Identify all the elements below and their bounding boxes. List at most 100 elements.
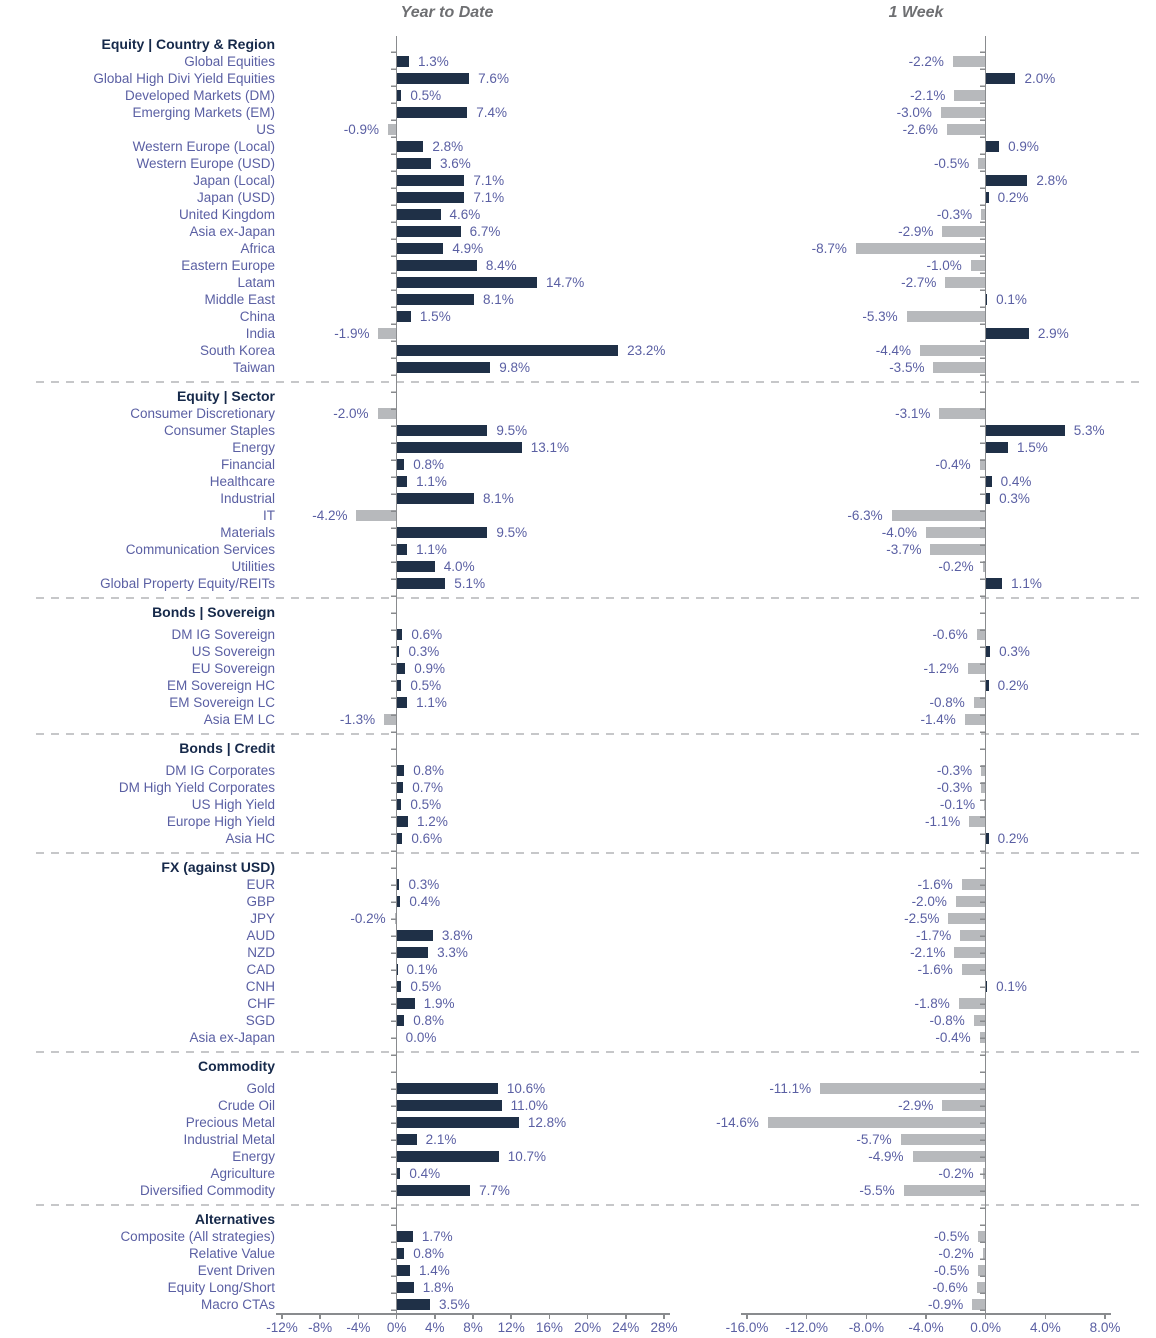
separator-dashed-line (36, 597, 1142, 599)
ytd-axis-tick (357, 1313, 360, 1319)
week-value-label: -1.2% (923, 661, 959, 676)
week-plot-cell: -1.2% (747, 660, 1105, 677)
ytd-value-label: 0.6% (411, 627, 443, 642)
ytd-plot-cell: 1.7% (282, 1228, 664, 1245)
section-header-bonds-sovereign: Bonds | Sovereign (152, 604, 275, 620)
week-value-label: -2.5% (904, 911, 940, 926)
week-bar (985, 833, 989, 844)
x-axis: -12% -8% -4% 0% 4% 8% 12% 16% 20% 24% 28% -16.0% -12… (0, 1313, 1156, 1338)
ytd-value-label: 2.8% (432, 139, 464, 154)
chart-row-em-sovereign-lc: EM Sovereign LC 1.1% -0.8% (0, 694, 1156, 711)
ytd-plot-cell: 2.8% (282, 138, 664, 155)
week-plot-cell: 5.3% (747, 422, 1105, 439)
ytd-value-label: 9.5% (496, 423, 528, 438)
ytd-value-label: 1.7% (421, 1229, 453, 1244)
ytd-plot-cell: 1.1% (282, 694, 664, 711)
separator-dashed-line (36, 381, 1142, 383)
row-label: DM High Yield Corporates (118, 780, 275, 795)
chart-row-dm-ig-sovereign: DM IG Sovereign 0.6% -0.6% (0, 626, 1156, 643)
ytd-value-label: 3.6% (439, 156, 471, 171)
ytd-bar (396, 1117, 519, 1128)
week-value-label: -8.7% (811, 241, 847, 256)
ytd-plot-cell: 4.6% (282, 206, 664, 223)
ytd-bar (396, 209, 441, 220)
section-separator (0, 376, 1156, 388)
ytd-axis-tick (548, 1313, 551, 1319)
ytd-value-label: 0.0% (405, 1030, 437, 1045)
ytd-plot-cell: 0.5% (282, 677, 664, 694)
week-axis-tick (925, 1313, 927, 1319)
ytd-bar (396, 981, 402, 992)
ytd-axis-tick-label: -4% (346, 1320, 371, 1335)
week-plot-cell: -0.5% (747, 1228, 1105, 1245)
row-label: AUD (246, 928, 275, 943)
week-plot-cell: -2.0% (747, 893, 1105, 910)
ytd-plot-cell: 1.1% (282, 541, 664, 558)
ytd-plot-cell: 1.4% (282, 1262, 664, 1279)
week-zero-line (984, 36, 987, 1313)
week-value-label: -5.7% (856, 1132, 892, 1147)
ytd-bar (396, 226, 461, 237)
week-value-label: -0.9% (927, 1297, 964, 1312)
ytd-bar (396, 816, 409, 827)
row-label: Gold (246, 1081, 275, 1096)
ytd-bar (396, 1083, 498, 1094)
ytd-plot-cell: 9.5% (282, 524, 664, 541)
week-plot-cell: -0.2% (747, 558, 1105, 575)
week-bar (939, 408, 986, 419)
row-label: Asia ex-Japan (189, 224, 275, 239)
week-bar (985, 680, 989, 691)
week-value-label: 0.2% (997, 831, 1029, 846)
week-bar (900, 1134, 986, 1145)
chart-row-industrial-metal: Industrial Metal 2.1% -5.7% (0, 1131, 1156, 1148)
row-label: Industrial Metal (183, 1132, 275, 1147)
week-plot-cell: -1.0% (747, 257, 1105, 274)
ytd-value-label: -1.3% (339, 712, 376, 727)
row-label: EUR (246, 877, 275, 892)
ytd-bar (396, 998, 415, 1009)
ytd-value-label: 9.5% (496, 525, 528, 540)
chart-row-event-driven: Event Driven 1.4% -0.5% (0, 1262, 1156, 1279)
week-value-label: -0.2% (938, 1246, 974, 1261)
ytd-value-label: 7.1% (473, 190, 505, 205)
week-bar (985, 493, 991, 504)
week-plot-cell: 2.0% (747, 70, 1105, 87)
ytd-bar (378, 328, 397, 339)
ytd-plot-cell: 1.2% (282, 813, 664, 830)
row-label: Asia ex-Japan (189, 1030, 275, 1045)
row-label: CNH (245, 979, 275, 994)
ytd-value-label: 8.1% (482, 292, 514, 307)
ytd-value-label: 4.9% (452, 241, 484, 256)
section-header-fx-against-usd: FX (against USD) (161, 859, 275, 875)
ytd-bar (396, 782, 404, 793)
row-label: CAD (246, 962, 275, 977)
ytd-value-label: 0.5% (410, 979, 442, 994)
chart-row-financial: Financial 0.8% -0.4% (0, 456, 1156, 473)
ytd-axis-tick (319, 1313, 321, 1319)
ytd-axis-tick (434, 1313, 436, 1319)
ytd-value-label: -4.2% (312, 508, 348, 523)
week-plot-cell: 0.4% (747, 473, 1105, 490)
panel-title-one-week: 1 Week (888, 4, 944, 21)
section-header-row: FX (against USD) (0, 859, 1156, 876)
section-header-alternatives: Alternatives (194, 1211, 275, 1227)
chart-row-jpy: JPY -0.2% -2.5% (0, 910, 1156, 927)
week-plot-cell: -5.3% (747, 308, 1105, 325)
row-label: Energy (232, 440, 275, 455)
ytd-value-label: -0.2% (350, 911, 386, 926)
ytd-plot-cell: 1.3% (282, 53, 664, 70)
ytd-axis-tick (281, 1313, 283, 1319)
week-value-label: -3.5% (889, 360, 925, 375)
week-bar (958, 998, 986, 1009)
row-label: Asia EM LC (203, 712, 275, 727)
ytd-bar (396, 1100, 502, 1111)
ytd-value-label: 0.8% (413, 457, 445, 472)
row-label: Developed Markets (DM) (124, 88, 275, 103)
week-value-label: -0.6% (932, 627, 968, 642)
ytd-bar (396, 493, 474, 504)
section-separator (0, 728, 1156, 740)
row-label: Materials (220, 525, 275, 540)
ytd-bar (396, 90, 402, 101)
chart-row-emerging-markets-em: Emerging Markets (EM) 7.4% -3.0% (0, 104, 1156, 121)
chart-row-us-high-yield: US High Yield 0.5% -0.1% (0, 796, 1156, 813)
